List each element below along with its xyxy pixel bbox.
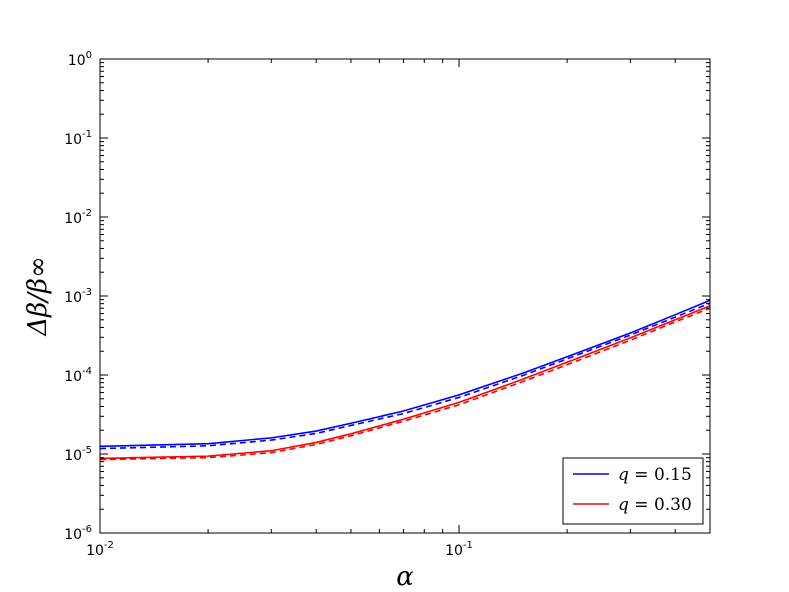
y-tick-label: 10-1 bbox=[64, 129, 92, 148]
y-axis-label: Δβ/β∞ bbox=[23, 256, 53, 336]
x-axis-label: α bbox=[396, 562, 414, 592]
series-line-1-solid bbox=[99, 299, 711, 448]
y-tick-label: 10-4 bbox=[64, 366, 92, 385]
x-tick-label: 10-2 bbox=[86, 540, 114, 559]
y-tick-label: 10-6 bbox=[64, 524, 92, 543]
y-tick-label: 100 bbox=[68, 50, 92, 69]
y-tick-label: 10-3 bbox=[64, 287, 92, 306]
y-tick-label: 10-2 bbox=[64, 208, 92, 227]
legend-label-1: q = 0.15 bbox=[618, 465, 692, 485]
axis-ticks bbox=[99, 58, 711, 534]
y-tick-label: 10-5 bbox=[64, 445, 92, 464]
series-line-4-dashed bbox=[99, 307, 711, 461]
tick-labels: 10-2 10-1 10-6 10-5 10-4 10-3 10-2 10-1 100 bbox=[64, 50, 473, 559]
series-line-3-solid bbox=[99, 305, 711, 460]
legend-box bbox=[562, 457, 704, 525]
series-line-2-dashed bbox=[99, 302, 711, 450]
legend: q = 0.15 q = 0.30 bbox=[562, 457, 704, 525]
x-tick-label: 10-1 bbox=[445, 540, 473, 559]
legend-label-2: q = 0.30 bbox=[618, 495, 692, 515]
plot-lines bbox=[99, 299, 711, 461]
